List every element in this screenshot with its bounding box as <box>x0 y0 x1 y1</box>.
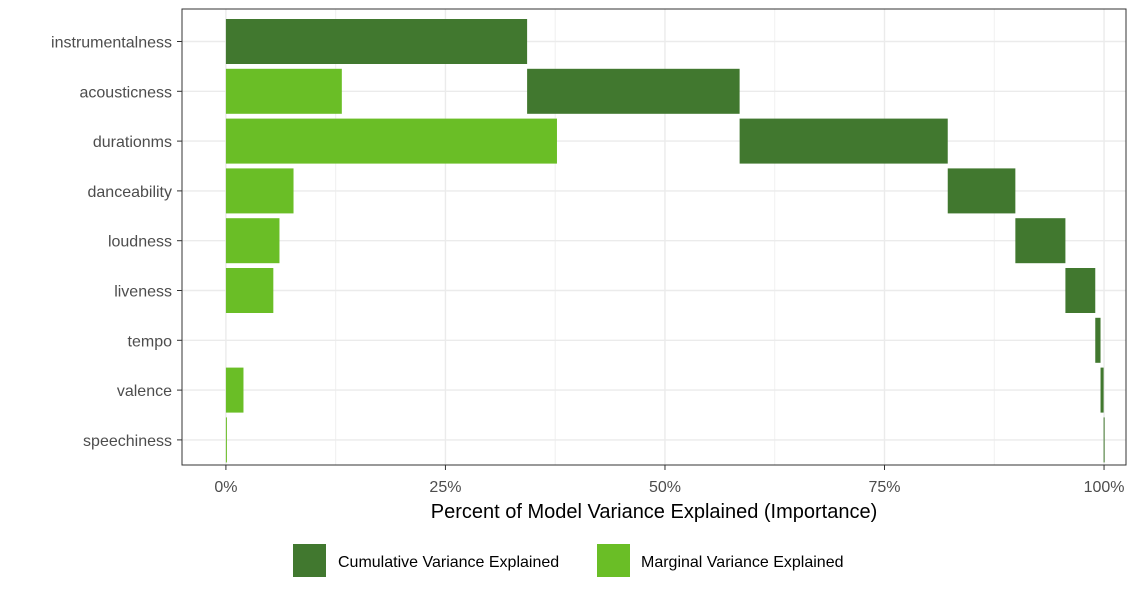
x-tick-label: 0% <box>214 479 237 496</box>
bars-layer <box>225 19 1105 463</box>
legend: Cumulative Variance Explained Marginal Va… <box>293 544 843 577</box>
y-tick-label: liveness <box>114 284 172 301</box>
y-tick-label: loudness <box>108 234 172 251</box>
legend-key <box>293 544 326 577</box>
cumulative-bar <box>1100 367 1104 413</box>
cumulative-bar <box>225 19 528 64</box>
marginal-bar <box>225 218 280 264</box>
y-axis: instrumentalness acousticness durationms da… <box>51 35 182 450</box>
cumulative-bar <box>1095 317 1101 363</box>
plot-border <box>181 8 1127 466</box>
x-axis: 0% 25% 50% 75% 100% <box>214 465 1125 496</box>
marginal-bar <box>225 268 274 313</box>
x-tick-label: 25% <box>429 479 461 496</box>
x-tick-label: 50% <box>649 479 681 496</box>
legend-label: Cumulative Variance Explained <box>338 554 559 571</box>
y-tick-label: danceability <box>88 184 173 201</box>
marginal-bar <box>225 367 244 413</box>
y-tick-label: instrumentalness <box>51 35 172 52</box>
x-tick-label: 100% <box>1084 479 1125 496</box>
cumulative-bar <box>1015 218 1066 264</box>
cumulative-bar <box>527 68 740 114</box>
y-tick-label: tempo <box>128 333 173 350</box>
x-tick-label: 75% <box>868 479 900 496</box>
marginal-bar <box>225 118 557 164</box>
cumulative-bar <box>1065 268 1096 313</box>
y-tick-label: durationms <box>93 134 172 151</box>
cumulative-bar <box>947 168 1016 214</box>
y-tick-label: valence <box>117 383 172 400</box>
legend-key <box>597 544 630 577</box>
legend-label: Marginal Variance Explained <box>641 554 843 571</box>
marginal-bar <box>225 417 227 463</box>
y-tick-label: speechiness <box>83 433 172 450</box>
y-tick-label: acousticness <box>80 84 173 101</box>
marginal-bar <box>225 68 342 114</box>
cumulative-bar <box>1103 417 1105 463</box>
x-axis-title: Percent of Model Variance Explained (Imp… <box>431 501 878 523</box>
cumulative-bar <box>739 118 948 164</box>
marginal-bar <box>225 168 294 214</box>
